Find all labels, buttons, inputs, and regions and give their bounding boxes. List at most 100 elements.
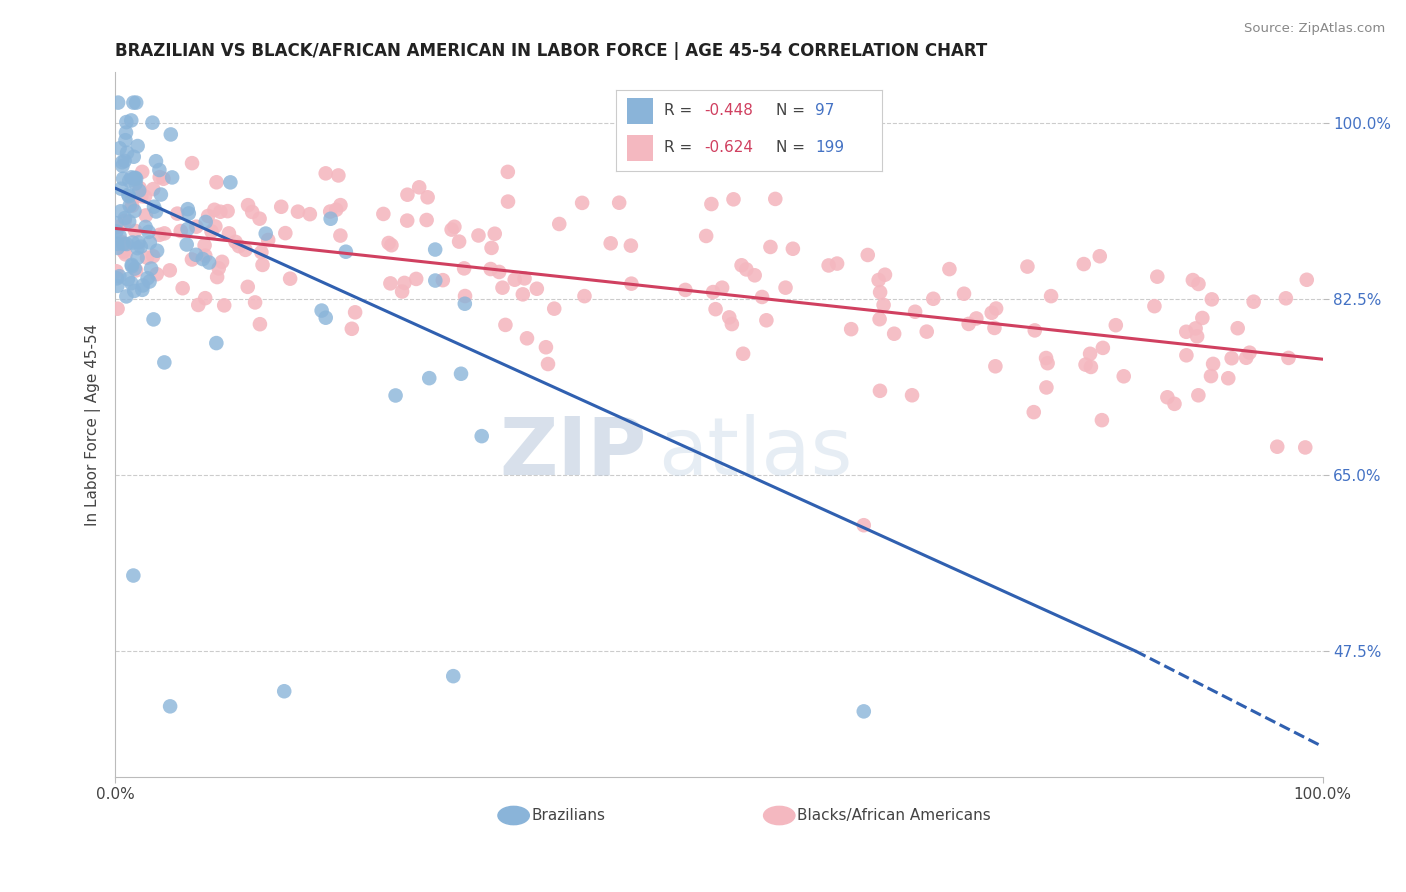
Point bbox=[107, 278, 129, 293]
Point bbox=[177, 202, 200, 216]
Point bbox=[114, 247, 136, 261]
Point bbox=[1078, 347, 1101, 361]
Point bbox=[236, 198, 259, 212]
Point bbox=[1201, 293, 1223, 307]
Point bbox=[217, 204, 239, 219]
Point bbox=[143, 200, 166, 214]
Point bbox=[904, 304, 927, 318]
Point bbox=[148, 163, 170, 178]
Point bbox=[872, 298, 894, 312]
Point bbox=[869, 285, 891, 300]
Point bbox=[166, 206, 188, 220]
Point bbox=[1295, 273, 1317, 287]
Point bbox=[118, 174, 141, 188]
Point bbox=[957, 317, 980, 331]
Point bbox=[107, 241, 129, 255]
Point bbox=[146, 244, 169, 258]
Point bbox=[839, 322, 862, 336]
Point bbox=[1146, 269, 1168, 284]
Point bbox=[287, 204, 309, 219]
Point bbox=[273, 684, 295, 698]
Point bbox=[868, 273, 890, 287]
Point bbox=[396, 213, 419, 227]
Point bbox=[136, 271, 159, 285]
Point bbox=[825, 256, 848, 270]
Point bbox=[105, 271, 128, 285]
Point bbox=[496, 194, 519, 209]
Point bbox=[380, 238, 402, 252]
Point bbox=[755, 313, 778, 327]
Point bbox=[114, 153, 136, 168]
Point bbox=[534, 340, 557, 354]
Text: atlas: atlas bbox=[658, 414, 853, 491]
Point bbox=[152, 171, 174, 186]
Point bbox=[124, 170, 146, 185]
Point bbox=[704, 302, 727, 317]
Point bbox=[115, 115, 138, 129]
Point bbox=[142, 312, 165, 326]
Point bbox=[1184, 321, 1206, 335]
Point bbox=[1080, 359, 1102, 374]
Point bbox=[204, 219, 226, 234]
Point bbox=[1239, 345, 1261, 359]
Point bbox=[129, 240, 152, 254]
Point bbox=[257, 233, 280, 247]
Point bbox=[236, 280, 259, 294]
Point bbox=[695, 229, 717, 244]
Point bbox=[224, 235, 246, 249]
Point bbox=[344, 305, 367, 319]
Point bbox=[454, 289, 477, 303]
Point bbox=[117, 272, 139, 286]
Point bbox=[396, 187, 419, 202]
Point bbox=[1191, 310, 1213, 325]
Point bbox=[869, 312, 891, 326]
Point bbox=[984, 301, 1007, 316]
Point bbox=[122, 171, 145, 186]
Point bbox=[1181, 273, 1204, 287]
Point bbox=[111, 235, 134, 249]
Point bbox=[212, 298, 235, 312]
Point bbox=[235, 243, 257, 257]
Point bbox=[128, 184, 150, 198]
Point bbox=[108, 141, 131, 155]
Circle shape bbox=[498, 806, 529, 825]
Point bbox=[763, 192, 786, 206]
Point bbox=[488, 265, 510, 279]
Point bbox=[574, 289, 596, 303]
Point bbox=[145, 154, 167, 169]
Point bbox=[744, 268, 766, 283]
Point bbox=[111, 155, 134, 169]
Point bbox=[980, 306, 1002, 320]
Point bbox=[425, 243, 447, 257]
Point bbox=[135, 208, 157, 222]
Point bbox=[723, 192, 745, 206]
Point bbox=[205, 270, 228, 285]
Point bbox=[1294, 441, 1316, 455]
Point bbox=[1143, 299, 1166, 313]
Point bbox=[128, 181, 150, 195]
Point bbox=[702, 285, 724, 299]
Point bbox=[125, 95, 148, 110]
Text: Source: ZipAtlas.com: Source: ZipAtlas.com bbox=[1244, 22, 1385, 36]
Point bbox=[922, 292, 945, 306]
Point bbox=[453, 261, 475, 276]
Point bbox=[127, 139, 149, 153]
Point bbox=[122, 568, 145, 582]
Point bbox=[384, 388, 406, 402]
Point bbox=[1226, 321, 1249, 335]
Point bbox=[1091, 341, 1114, 355]
Point bbox=[953, 286, 976, 301]
Point bbox=[125, 171, 148, 186]
Point bbox=[496, 165, 519, 179]
Point bbox=[278, 271, 301, 285]
Point bbox=[432, 273, 454, 287]
Point bbox=[243, 295, 266, 310]
Point bbox=[1073, 257, 1095, 271]
Point bbox=[440, 222, 463, 236]
Point bbox=[471, 429, 494, 443]
Point bbox=[329, 198, 352, 212]
Point bbox=[122, 150, 145, 164]
Point bbox=[110, 182, 132, 196]
Point bbox=[516, 331, 538, 345]
Point bbox=[139, 235, 162, 250]
